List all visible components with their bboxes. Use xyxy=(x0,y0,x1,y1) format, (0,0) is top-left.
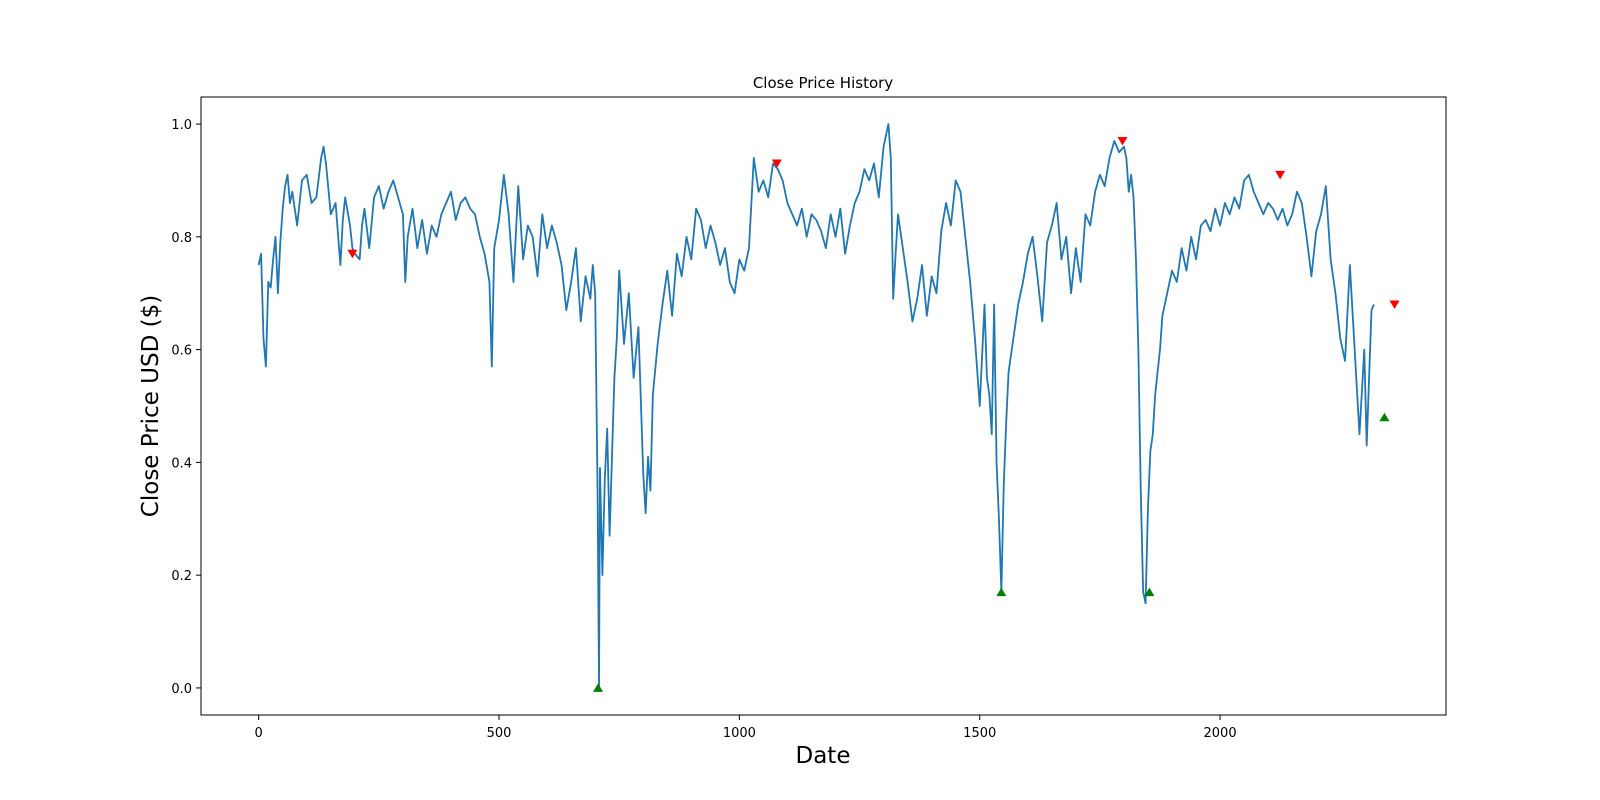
x-axis-label: Date xyxy=(796,743,851,769)
y-axis: 0.0 0.2 0.4 0.6 0.8 1.0 xyxy=(171,118,201,697)
x-tick-label: 2000 xyxy=(1204,726,1237,741)
x-tick-label: 1500 xyxy=(963,726,996,741)
y-axis-label: Close Price USD ($) xyxy=(138,295,164,517)
y-tick-label: 1.0 xyxy=(171,118,192,133)
sell-marker xyxy=(1117,136,1128,146)
x-axis: 0 500 1000 1500 2000 xyxy=(255,715,1237,741)
chart-title: Close Price History xyxy=(753,74,893,92)
x-tick-label: 0 xyxy=(255,726,263,741)
sell-marker xyxy=(347,249,358,259)
close-price-line xyxy=(257,123,1375,689)
buy-marker xyxy=(996,587,1007,597)
buy-marker xyxy=(593,683,604,692)
y-tick-label: 0.8 xyxy=(171,231,192,246)
sell-marker xyxy=(1275,170,1286,180)
y-tick-label: 0.0 xyxy=(171,682,192,697)
trade-markers xyxy=(347,136,1400,692)
y-tick-label: 0.2 xyxy=(171,569,192,584)
x-tick-label: 1000 xyxy=(723,726,756,741)
sell-marker xyxy=(1389,300,1400,310)
buy-marker xyxy=(1379,412,1390,422)
plot-area xyxy=(200,96,1447,716)
y-tick-label: 0.6 xyxy=(171,344,192,359)
sell-marker xyxy=(771,159,782,169)
y-tick-label: 0.4 xyxy=(171,456,192,471)
buy-marker xyxy=(1144,587,1155,597)
x-tick-label: 500 xyxy=(487,726,512,741)
